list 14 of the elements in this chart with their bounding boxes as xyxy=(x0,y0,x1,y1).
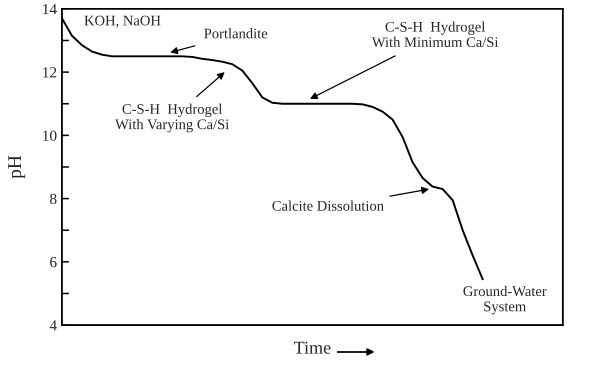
y-tick-label: 12 xyxy=(43,67,56,78)
annotation: C-S-H Hydrogel With Varying Ca/Si xyxy=(115,104,229,132)
y-tick-label: 4 xyxy=(50,320,57,330)
y-axis-title: pH xyxy=(8,156,26,179)
y-tick-label: 10 xyxy=(43,130,57,141)
annotation: Calcite Dissolution xyxy=(272,200,384,211)
y-tick-label: 6 xyxy=(50,257,57,268)
annotation: Portlandite xyxy=(204,28,268,38)
y-tick-label: 8 xyxy=(50,194,57,204)
annotation: C-S-H Hydrogel With Minimum Ca/Si xyxy=(372,21,498,48)
annotation: Ground-Water System xyxy=(463,286,547,314)
y-tick-label: 14 xyxy=(43,4,57,14)
x-axis-title: Time xyxy=(294,342,331,354)
annotation: KOH, NaOH xyxy=(84,16,161,28)
